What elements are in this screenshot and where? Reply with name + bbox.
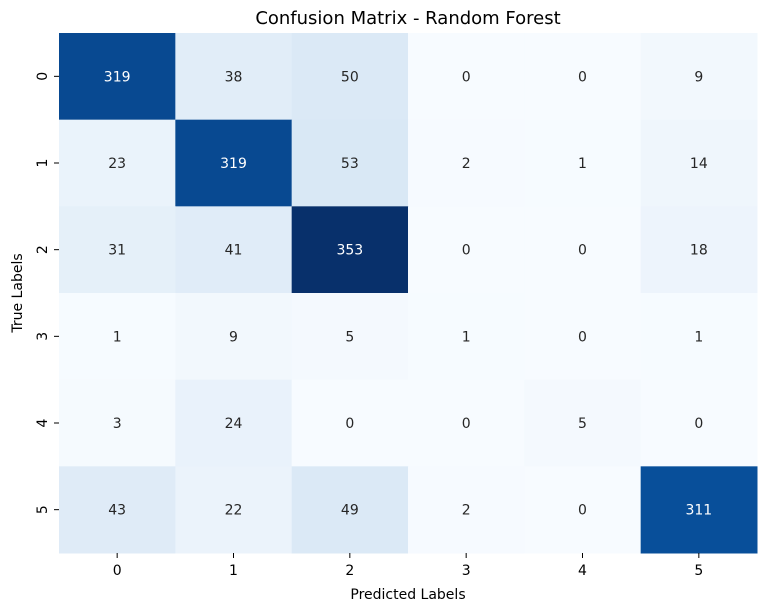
cell-value-label: 0	[578, 69, 587, 85]
heatmap-cell	[59, 293, 176, 381]
heatmap-cell	[640, 379, 758, 467]
cell-value-label: 2	[462, 156, 471, 172]
heatmap-cell	[524, 119, 642, 207]
heatmap-cell	[59, 33, 176, 121]
heatmap-cell	[524, 206, 642, 294]
cell-value-label: 3	[113, 416, 122, 432]
cell-value-label: 0	[462, 69, 471, 85]
x-tick-label: 1	[229, 563, 238, 579]
heatmap-cell	[524, 379, 642, 467]
cell-value-label: 38	[225, 69, 243, 85]
cell-value-label: 319	[220, 156, 247, 172]
y-tick-label: 1	[35, 159, 51, 168]
heatmap-cell	[291, 293, 409, 381]
chart-title: Confusion Matrix - Random Forest	[255, 8, 560, 29]
x-tick-label: 0	[113, 563, 122, 579]
x-axis-label: Predicted Labels	[350, 587, 465, 603]
heatmap-cell	[408, 33, 525, 121]
heatmap-cell	[408, 206, 525, 294]
heatmap-cell	[640, 206, 758, 294]
heatmap-cell	[640, 466, 758, 554]
heatmap-cell	[59, 466, 176, 554]
heatmap-cell	[408, 119, 525, 207]
x-tick-label: 4	[578, 563, 587, 579]
cell-value-label: 1	[462, 329, 471, 345]
cell-value-label: 311	[685, 503, 712, 519]
heatmap-cell	[524, 33, 642, 121]
heatmap-cell	[175, 206, 293, 294]
heatmap-cell	[175, 466, 293, 554]
cell-value-label: 24	[225, 416, 243, 432]
heatmap-cell	[59, 119, 176, 207]
cell-value-label: 9	[229, 329, 238, 345]
heatmap-cell	[175, 293, 293, 381]
x-tick-label: 3	[462, 563, 471, 579]
cell-value-label: 0	[345, 416, 354, 432]
x-tick-label: 2	[345, 563, 354, 579]
cell-value-label: 23	[108, 156, 126, 172]
cell-value-label: 41	[225, 243, 243, 259]
y-tick-label: 2	[35, 245, 51, 254]
heatmap-cell	[59, 379, 176, 467]
heatmap-cell	[408, 293, 525, 381]
cell-value-label: 319	[104, 69, 131, 85]
heatmap-cell	[640, 293, 758, 381]
y-tick-label: 5	[35, 505, 51, 514]
cell-value-label: 0	[462, 416, 471, 432]
cell-value-label: 1	[113, 329, 122, 345]
y-tick-label: 3	[35, 332, 51, 341]
heatmap-cell	[524, 466, 642, 554]
y-tick-label: 4	[35, 418, 51, 427]
heatmap-cell	[408, 379, 525, 467]
cell-value-label: 50	[341, 69, 359, 85]
cell-value-label: 14	[690, 156, 708, 172]
cell-value-label: 2	[462, 503, 471, 519]
cell-value-label: 0	[462, 243, 471, 259]
cell-value-label: 0	[578, 503, 587, 519]
cell-value-label: 0	[694, 416, 703, 432]
heatmap-cell	[291, 206, 409, 294]
heatmap-cell	[524, 293, 642, 381]
cell-value-label: 1	[578, 156, 587, 172]
heatmap-cell	[175, 119, 293, 207]
heatmap-cell	[640, 33, 758, 121]
y-axis-ticks: 0 1 2 3 4 5	[35, 72, 59, 514]
cell-value-label: 43	[108, 503, 126, 519]
heatmap-cell	[175, 33, 293, 121]
y-tick-label: 0	[35, 72, 51, 81]
cell-value-label: 49	[341, 503, 359, 519]
heatmap-cell	[59, 206, 176, 294]
x-tick-label: 5	[694, 563, 703, 579]
cell-value-label: 22	[225, 503, 243, 519]
cell-value-label: 0	[578, 243, 587, 259]
x-axis-ticks: 0 1 2 3 4 5	[113, 553, 703, 579]
cell-value-label: 1	[694, 329, 703, 345]
y-axis-label: True Labels	[10, 253, 26, 333]
cell-value-label: 31	[108, 243, 126, 259]
heatmap-cell	[175, 379, 293, 467]
cell-value-label: 53	[341, 156, 359, 172]
cell-value-label: 353	[336, 243, 363, 259]
heatmap-cell	[291, 33, 409, 121]
heatmap-cell	[408, 466, 525, 554]
heatmap-cell	[291, 119, 409, 207]
cell-value-label: 5	[578, 416, 587, 432]
cell-value-label: 18	[690, 243, 708, 259]
heatmap-cell	[640, 119, 758, 207]
cell-value-label: 9	[694, 69, 703, 85]
heatmap-cell	[291, 466, 409, 554]
cell-value-label: 5	[345, 329, 354, 345]
cell-value-label: 0	[578, 329, 587, 345]
heatmap-cell	[291, 379, 409, 467]
